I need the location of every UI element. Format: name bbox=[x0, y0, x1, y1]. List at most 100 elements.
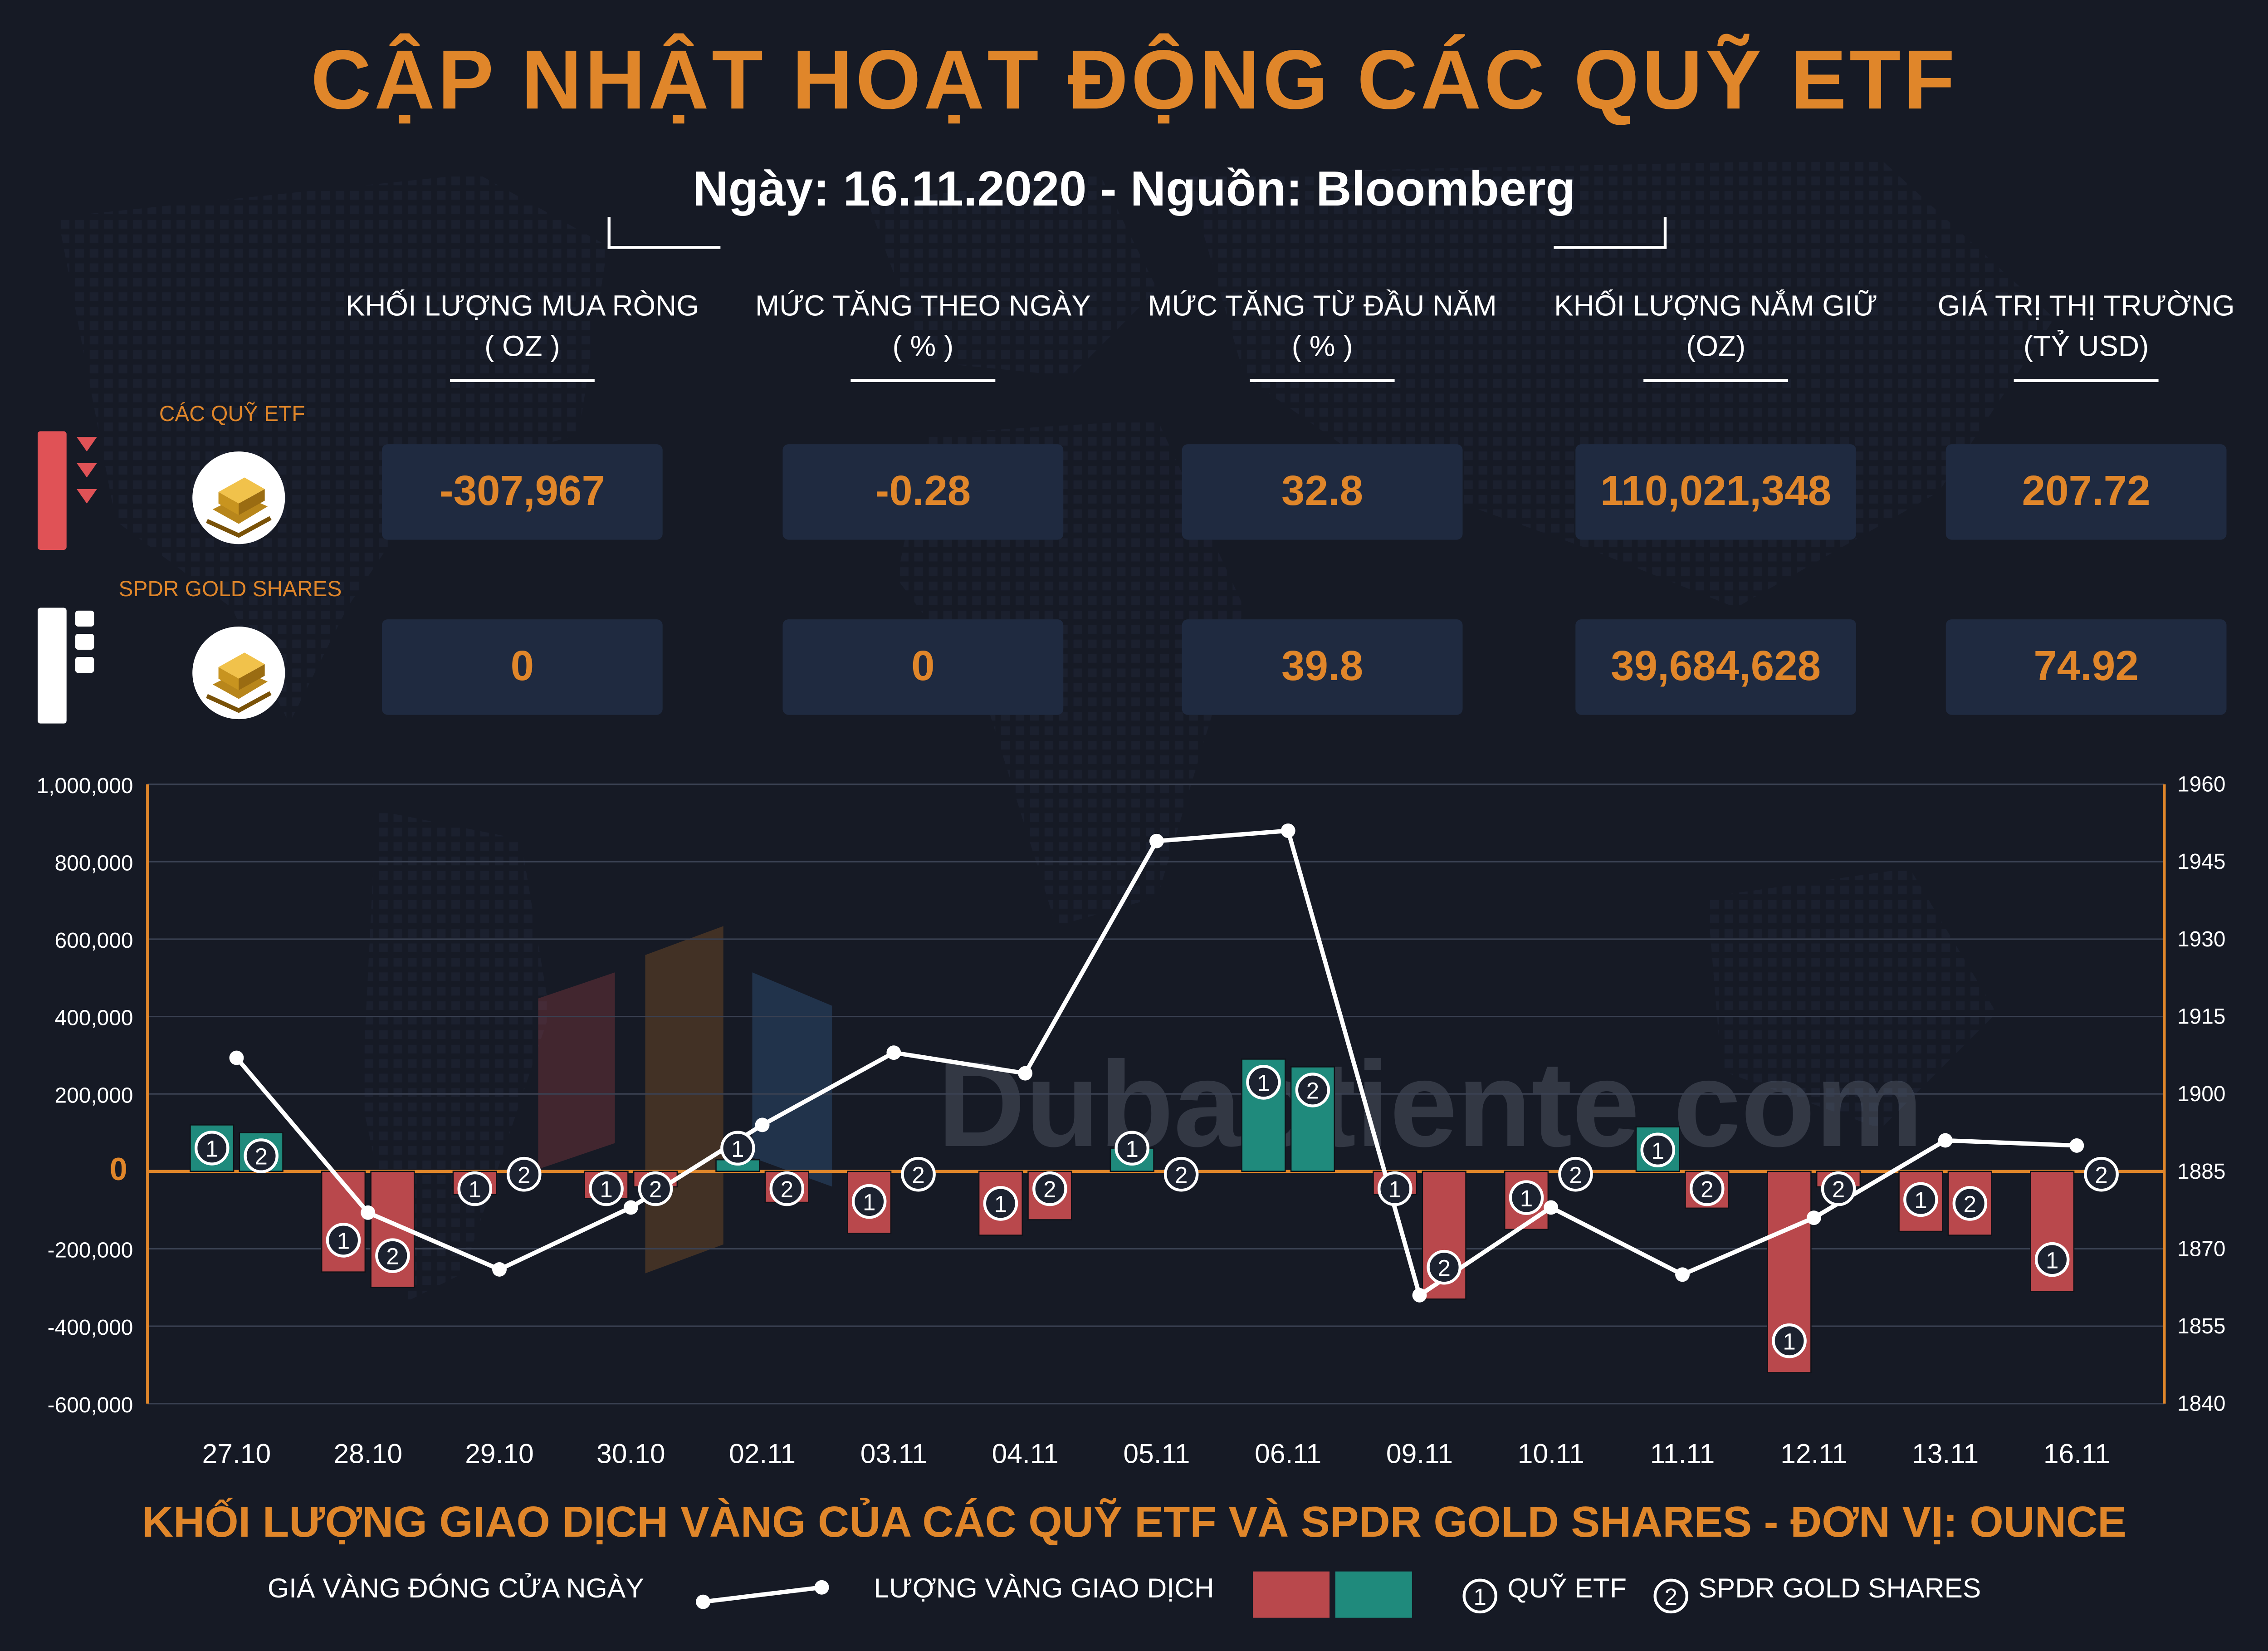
column-header-holdings: KHỐI LƯỢNG NẮM GIỮ (OZ) bbox=[1528, 287, 1904, 382]
series-marker-2: 2 bbox=[2084, 1156, 2119, 1192]
marker-number: 2 bbox=[781, 1176, 793, 1202]
series-marker-2: 2 bbox=[1163, 1156, 1199, 1192]
marker-circle bbox=[1427, 1249, 1461, 1285]
marker-number: 1 bbox=[600, 1176, 612, 1202]
marker-number: 1 bbox=[1652, 1138, 1664, 1164]
gold-price-point bbox=[1544, 1200, 1559, 1215]
y-right-tick-label: 1960 bbox=[2177, 773, 2225, 797]
page-title: CẬP NHẬT HOẠT ĐỘNG CÁC QUỸ ETF bbox=[311, 33, 1958, 127]
series-marker-2: 2 bbox=[1032, 1171, 1067, 1206]
column-header-net-volume: KHỐI LƯỢNG MUA RÒNG( OZ ) bbox=[334, 287, 710, 382]
column-header-market-value: GIÁ TRỊ THỊ TRƯỜNG (TỶ USD) bbox=[1898, 287, 2268, 382]
series-marker-1: 1 bbox=[1509, 1180, 1544, 1215]
series-marker-1: 1 bbox=[1772, 1323, 1807, 1358]
y-right-tick-label: 1885 bbox=[2177, 1160, 2225, 1184]
x-tick-label: 28.10 bbox=[333, 1438, 402, 1469]
fund-logo-red-icon bbox=[37, 431, 97, 550]
series-marker-1: 1 bbox=[1114, 1131, 1149, 1166]
marker-circle bbox=[1903, 1182, 1938, 1217]
series-marker-1: 1 bbox=[1903, 1182, 1938, 1217]
legend-bars-label: LƯỢNG VÀNG GIAO DỊCH bbox=[874, 1574, 1214, 1605]
marker-number: 2 bbox=[254, 1144, 267, 1170]
x-tick-label: 02.11 bbox=[729, 1438, 796, 1469]
marker-circle bbox=[1689, 1171, 1725, 1206]
marker-number: 2 bbox=[1438, 1255, 1451, 1281]
y-right-tick-label: 1945 bbox=[2177, 850, 2225, 874]
marker-number: 1 bbox=[205, 1136, 218, 1162]
series-marker-2: 2 bbox=[638, 1171, 673, 1206]
marker-circle bbox=[983, 1186, 1018, 1221]
gold-bar-icon bbox=[192, 451, 285, 544]
marker-circle bbox=[1952, 1186, 1988, 1221]
x-tick-label: 13.11 bbox=[1912, 1438, 1979, 1469]
marker-circle bbox=[1163, 1156, 1199, 1192]
legend-negative-swatch bbox=[1253, 1571, 1330, 1618]
marker-circle bbox=[589, 1171, 624, 1206]
gold-price-point bbox=[755, 1117, 770, 1132]
y-left-tick-label: 600,000 bbox=[55, 929, 133, 953]
marker-circle bbox=[1377, 1171, 1413, 1206]
marker-circle bbox=[1640, 1132, 1676, 1168]
series-marker-1: 1 bbox=[1246, 1065, 1281, 1100]
row-label-etf-funds: CÁC QUỸ ETF bbox=[159, 402, 305, 427]
marker-circle bbox=[194, 1131, 230, 1166]
marker-number: 2 bbox=[518, 1162, 530, 1188]
series-marker-1: 1 bbox=[194, 1131, 230, 1166]
series-marker-1: 1 bbox=[983, 1186, 1018, 1221]
etf-market-value: 207.72 bbox=[1945, 444, 2227, 540]
series-marker-1: 1 bbox=[851, 1184, 887, 1219]
y-left-tick-label: 800,000 bbox=[55, 851, 133, 875]
marker-number: 1 bbox=[469, 1176, 481, 1202]
series-marker-2: 2 bbox=[1821, 1171, 1856, 1206]
subtitle-bracket-left bbox=[607, 217, 721, 249]
y-left-tick-label: -200,000 bbox=[48, 1239, 133, 1263]
gold-price-point bbox=[1281, 823, 1295, 838]
series-marker-1: 1 bbox=[720, 1131, 755, 1166]
legend-marker-1-icon: 1 bbox=[1462, 1578, 1498, 1614]
series-marker-2: 2 bbox=[1558, 1156, 1593, 1192]
marker-number: 2 bbox=[912, 1162, 924, 1188]
y-left-tick-label: 200,000 bbox=[55, 1083, 133, 1107]
marker-number: 1 bbox=[1126, 1136, 1139, 1162]
spdr-daily-change-value: 0 bbox=[782, 619, 1064, 715]
x-tick-label: 29.10 bbox=[465, 1438, 534, 1469]
marker-circle bbox=[1114, 1131, 1149, 1166]
column-header-daily-change: MỨC TĂNG THEO NGÀY( % ) bbox=[735, 287, 1111, 382]
marker-circle bbox=[720, 1131, 755, 1166]
spdr-market-value: 74.92 bbox=[1945, 619, 2227, 715]
series-marker-1: 1 bbox=[1377, 1171, 1413, 1206]
x-tick-label: 05.11 bbox=[1123, 1438, 1190, 1469]
x-tick-label: 06.11 bbox=[1255, 1438, 1321, 1469]
x-tick-label: 27.10 bbox=[202, 1438, 271, 1469]
marker-circle bbox=[457, 1171, 493, 1206]
marker-circle bbox=[375, 1238, 410, 1273]
marker-number: 1 bbox=[731, 1136, 744, 1162]
spdr-ytd-change-value: 39.8 bbox=[1182, 619, 1463, 715]
x-tick-label: 16.11 bbox=[2043, 1438, 2110, 1469]
gold-price-point bbox=[2069, 1138, 2084, 1153]
marker-number: 1 bbox=[994, 1191, 1007, 1217]
legend-line-label: GIÁ VÀNG ĐÓNG CỬA NGÀY bbox=[268, 1574, 644, 1605]
series-marker-2: 2 bbox=[1295, 1073, 1330, 1107]
y-right-tick-label: 1930 bbox=[2177, 927, 2225, 951]
marker-number: 1 bbox=[337, 1228, 350, 1254]
etf-ytd-change-value: 32.8 bbox=[1182, 444, 1463, 540]
marker-circle bbox=[1821, 1171, 1856, 1206]
marker-number: 1 bbox=[1914, 1187, 1927, 1213]
marker-number: 2 bbox=[1043, 1176, 1056, 1202]
gold-price-point bbox=[1149, 833, 1164, 848]
series-marker-1: 1 bbox=[2034, 1242, 2070, 1277]
x-tick-label: 11.11 bbox=[1650, 1438, 1715, 1469]
x-tick-label: 10.11 bbox=[1518, 1438, 1584, 1469]
marker-number: 1 bbox=[1783, 1328, 1795, 1354]
series-marker-2: 2 bbox=[244, 1138, 279, 1173]
marker-number: 1 bbox=[863, 1189, 875, 1215]
etf-daily-change-value: -0.28 bbox=[782, 444, 1064, 540]
page-subtitle: Ngày: 16.11.2020 - Nguồn: Bloomberg bbox=[693, 162, 1576, 217]
column-header-ytd-change: MỨC TĂNG TỪ ĐẦU NĂM( % ) bbox=[1134, 287, 1510, 382]
legend-positive-swatch bbox=[1335, 1571, 1412, 1618]
gold-price-point bbox=[1018, 1066, 1033, 1081]
legend-marker-1-label: QUỸ ETF bbox=[1507, 1574, 1627, 1605]
